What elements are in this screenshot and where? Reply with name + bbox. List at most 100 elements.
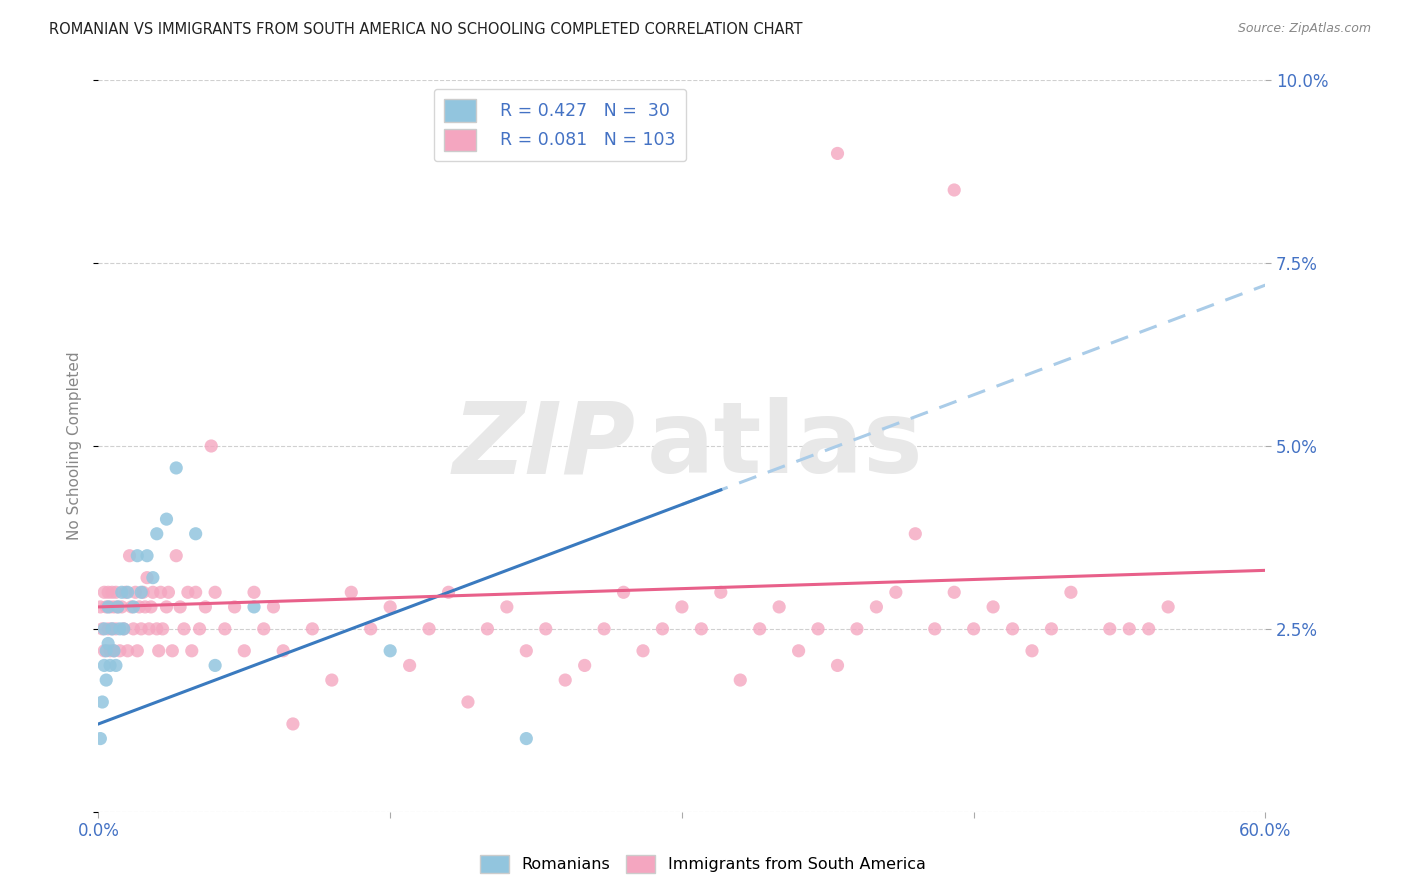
Point [96, 599, 118, 614]
Point [165, 549, 187, 563]
Point [136, 549, 159, 563]
Point [97, 585, 120, 599]
Point [1001, 622, 1024, 636]
Point [188, 622, 211, 636]
Point [136, 571, 159, 585]
Point [152, 622, 174, 636]
Point [184, 526, 207, 541]
Point [418, 622, 440, 636]
Point [93, 585, 115, 599]
Point [122, 599, 145, 614]
Point [846, 622, 869, 636]
Point [124, 585, 146, 599]
Point [117, 644, 139, 658]
Point [631, 644, 654, 658]
Point [827, 658, 849, 673]
Point [1118, 622, 1140, 636]
Point [127, 549, 149, 563]
Point [1021, 644, 1043, 658]
Point [515, 731, 537, 746]
Legend: Romanians, Immigrants from South America: Romanians, Immigrants from South America [474, 848, 932, 880]
Text: ZIP: ZIP [453, 398, 636, 494]
Point [962, 622, 984, 636]
Point [690, 622, 713, 636]
Point [127, 644, 149, 658]
Point [122, 622, 145, 636]
Point [157, 585, 180, 599]
Point [981, 599, 1004, 614]
Point [155, 512, 177, 526]
Point [243, 585, 266, 599]
Point [91, 622, 114, 636]
Point [233, 644, 256, 658]
Point [98, 599, 121, 614]
Y-axis label: No Schooling Completed: No Schooling Completed [67, 351, 83, 541]
Point [613, 585, 636, 599]
Text: atlas: atlas [647, 398, 924, 494]
Point [301, 622, 323, 636]
Point [262, 599, 284, 614]
Point [204, 658, 226, 673]
Point [148, 644, 170, 658]
Legend:   R = 0.427   N =  30,   R = 0.081   N = 103: R = 0.427 N = 30, R = 0.081 N = 103 [434, 89, 686, 161]
Point [128, 599, 150, 614]
Point [103, 644, 125, 658]
Point [103, 644, 125, 658]
Point [104, 622, 127, 636]
Point [112, 622, 135, 636]
Point [340, 585, 363, 599]
Point [97, 599, 120, 614]
Point [184, 585, 207, 599]
Point [593, 622, 616, 636]
Point [142, 585, 165, 599]
Point [173, 622, 195, 636]
Point [574, 658, 596, 673]
Point [710, 585, 733, 599]
Point [98, 644, 121, 658]
Point [162, 644, 184, 658]
Point [132, 585, 155, 599]
Point [1098, 622, 1121, 636]
Point [360, 622, 382, 636]
Point [884, 585, 907, 599]
Point [194, 599, 217, 614]
Point [865, 599, 887, 614]
Point [96, 644, 118, 658]
Point [180, 644, 202, 658]
Point [104, 585, 127, 599]
Point [924, 622, 946, 636]
Point [515, 644, 537, 658]
Point [89, 599, 111, 614]
Point [378, 644, 402, 658]
Point [495, 599, 517, 614]
Point [224, 599, 246, 614]
Point [129, 585, 152, 599]
Point [108, 622, 131, 636]
Point [943, 183, 966, 197]
Point [89, 731, 111, 746]
Point [271, 644, 294, 658]
Point [477, 622, 499, 636]
Point [101, 585, 124, 599]
Point [200, 439, 222, 453]
Point [534, 622, 557, 636]
Point [165, 461, 187, 475]
Point [117, 585, 139, 599]
Point [554, 673, 576, 687]
Point [93, 622, 115, 636]
Point [281, 717, 304, 731]
Point [111, 585, 134, 599]
Point [748, 622, 770, 636]
Point [96, 673, 118, 687]
Point [204, 585, 226, 599]
Point [98, 658, 121, 673]
Point [107, 599, 129, 614]
Point [1157, 599, 1180, 614]
Point [103, 599, 125, 614]
Point [111, 599, 134, 614]
Point [730, 673, 752, 687]
Point [149, 585, 172, 599]
Point [101, 622, 124, 636]
Text: ROMANIAN VS IMMIGRANTS FROM SOUTH AMERICA NO SCHOOLING COMPLETED CORRELATION CHA: ROMANIAN VS IMMIGRANTS FROM SOUTH AMERIC… [49, 22, 803, 37]
Point [457, 695, 479, 709]
